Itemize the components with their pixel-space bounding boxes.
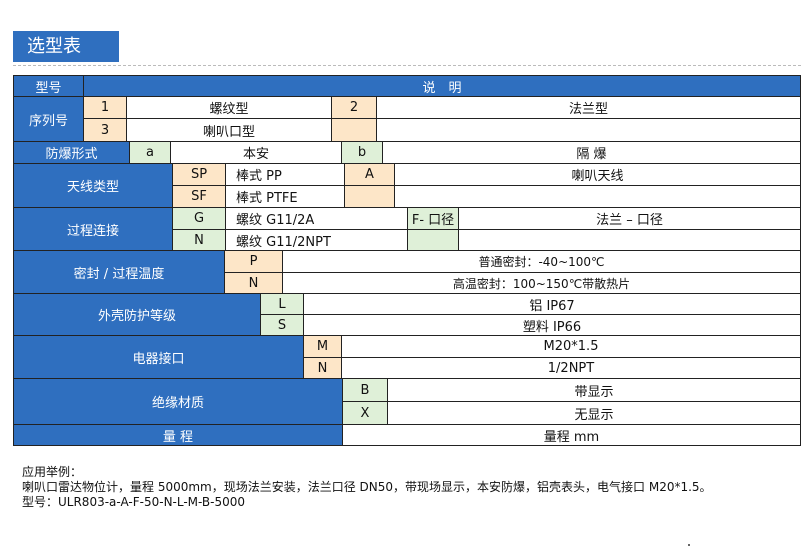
- process-code-f: F- 口径: [407, 207, 459, 230]
- example-heading: 应用举例：: [22, 465, 83, 479]
- antenna-code-empty: [344, 185, 395, 208]
- process-desc-n: 螺纹 G11/2NPT: [225, 229, 408, 251]
- serial-desc-empty: [376, 118, 801, 142]
- antenna-code-sp: SP: [172, 163, 226, 186]
- process-code-empty: [407, 229, 459, 251]
- seal-label: 密封 / 过程温度: [13, 250, 225, 294]
- material-code-x: X: [342, 401, 388, 425]
- process-code-n: N: [172, 229, 226, 251]
- electrical-label: 电器接口: [13, 335, 304, 379]
- process-desc-f: 法兰 – 口径: [458, 207, 801, 230]
- antenna-desc-empty: [394, 185, 801, 208]
- serial-desc-3: 喇叭口型: [126, 118, 332, 142]
- serial-code-empty: [331, 118, 377, 142]
- antenna-desc-a: 喇叭天线: [394, 163, 801, 186]
- seal-code-p: P: [224, 250, 283, 273]
- electrical-desc-n: 1/2NPT: [341, 357, 801, 379]
- process-label: 过程连接: [13, 207, 173, 251]
- process-desc-empty: [458, 229, 801, 251]
- antenna-code-sf: SF: [172, 185, 226, 208]
- housing-label: 外壳防护等级: [13, 293, 261, 336]
- stray-dot: [688, 544, 690, 546]
- electrical-code-m: M: [303, 335, 342, 358]
- range-label: 量 程: [13, 424, 343, 446]
- explosion-label: 防爆形式: [13, 141, 130, 164]
- title-divider: [13, 65, 801, 66]
- seal-code-n: N: [224, 272, 283, 294]
- electrical-desc-m: M20*1.5: [341, 335, 801, 358]
- material-desc-b: 带显示: [387, 378, 801, 402]
- example-description: 喇叭口雷达物位计，量程 5000mm，现场法兰安装，法兰口径 DN50，带现场显…: [22, 480, 712, 494]
- seal-desc-n: 高温密封：100~150℃带散热片: [282, 272, 801, 294]
- explosion-code-a: a: [129, 141, 171, 164]
- housing-code-s: S: [260, 314, 304, 336]
- explosion-desc-a: 本安: [170, 141, 342, 164]
- housing-code-l: L: [260, 293, 304, 315]
- material-code-b: B: [342, 378, 388, 402]
- process-desc-g: 螺纹 G11/2A: [225, 207, 408, 230]
- serial-desc-2: 法兰型: [376, 96, 801, 119]
- explosion-desc-b: 隔 爆: [382, 141, 801, 164]
- material-label: 绝缘材质: [13, 378, 343, 425]
- antenna-label: 天线类型: [13, 163, 173, 208]
- serial-desc-1: 螺纹型: [126, 96, 332, 119]
- material-desc-x: 无显示: [387, 401, 801, 425]
- header-model-cell: 型号: [13, 75, 84, 97]
- range-desc: 量程 mm: [342, 424, 801, 446]
- header-description-cell: 说 明: [83, 75, 801, 97]
- antenna-desc-sp: 棒式 PP: [225, 163, 345, 186]
- explosion-code-b: b: [341, 141, 383, 164]
- page-title: 选型表: [13, 31, 119, 62]
- serial-label: 序列号: [13, 96, 84, 142]
- seal-desc-p: 普通密封：-40~100℃: [282, 250, 801, 273]
- process-code-g: G: [172, 207, 226, 230]
- antenna-code-a: A: [344, 163, 395, 186]
- electrical-code-n: N: [303, 357, 342, 379]
- serial-code-1: 1: [83, 96, 127, 119]
- serial-code-3: 3: [83, 118, 127, 142]
- application-example: 应用举例： 喇叭口雷达物位计，量程 5000mm，现场法兰安装，法兰口径 DN5…: [22, 465, 712, 510]
- housing-desc-s: 塑料 IP66: [303, 314, 801, 336]
- example-model-code: 型号：ULR803-a-A-F-50-N-L-M-B-5000: [22, 495, 246, 509]
- housing-desc-l: 铝 IP67: [303, 293, 801, 315]
- serial-code-2: 2: [331, 96, 377, 119]
- antenna-desc-sf: 棒式 PTFE: [225, 185, 345, 208]
